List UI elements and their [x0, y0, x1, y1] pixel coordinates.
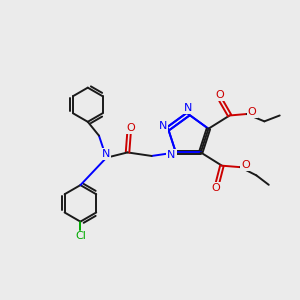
Text: O: O	[241, 160, 250, 170]
Text: N: N	[167, 150, 176, 161]
Text: N: N	[159, 122, 167, 131]
Text: N: N	[184, 103, 193, 113]
Text: Cl: Cl	[75, 231, 86, 241]
Text: N: N	[102, 149, 110, 159]
Text: O: O	[212, 183, 220, 193]
Text: O: O	[126, 123, 135, 133]
Text: O: O	[215, 90, 224, 100]
Text: O: O	[248, 106, 256, 117]
